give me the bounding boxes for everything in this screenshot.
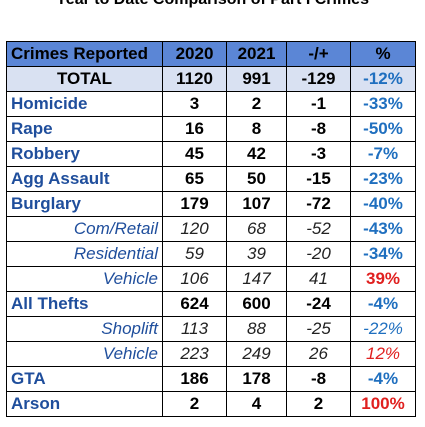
total-label: TOTAL <box>6 66 163 92</box>
table-row: Vehicle 223 249 26 12% <box>6 341 416 367</box>
row-2020: 106 <box>162 266 227 292</box>
row-pct: -22% <box>350 316 416 342</box>
total-2021: 991 <box>226 66 287 92</box>
header-2020: 2020 <box>162 41 227 67</box>
row-2020: 113 <box>162 316 227 342</box>
row-2021: 107 <box>226 191 287 217</box>
row-label: Shoplift <box>6 316 163 342</box>
table-row: Burglary 179 107 -72 -40% <box>6 191 416 217</box>
table-row: Shoplift 113 88 -25 -22% <box>6 316 416 342</box>
row-diff: 26 <box>286 341 351 367</box>
table-row: Arson 2 4 2 100% <box>6 391 416 417</box>
row-label: Homicide <box>6 91 163 117</box>
row-2020: 186 <box>162 366 227 392</box>
row-diff: -20 <box>286 241 351 267</box>
row-pct: 39% <box>350 266 416 292</box>
total-2020: 1120 <box>162 66 227 92</box>
row-2020: 16 <box>162 116 227 142</box>
row-diff: -3 <box>286 141 351 167</box>
row-2020: 59 <box>162 241 227 267</box>
table-row: Vehicle 106 147 41 39% <box>6 266 416 292</box>
row-2020: 45 <box>162 141 227 167</box>
row-diff: -8 <box>286 116 351 142</box>
row-2021: 249 <box>226 341 287 367</box>
crime-comparison-table: Crimes Reported 2020 2021 -/+ % TOTAL 11… <box>6 41 416 417</box>
row-diff: -52 <box>286 216 351 242</box>
row-2021: 68 <box>226 216 287 242</box>
row-2021: 2 <box>226 91 287 117</box>
row-diff: 2 <box>286 391 351 417</box>
table-row: GTA 186 178 -8 -4% <box>6 366 416 392</box>
row-pct: -50% <box>350 116 416 142</box>
row-2020: 2 <box>162 391 227 417</box>
table-row: Homicide 3 2 -1 -33% <box>6 91 416 117</box>
row-diff: -1 <box>286 91 351 117</box>
total-row: TOTAL 1120 991 -129 -12% <box>6 66 416 92</box>
row-2020: 65 <box>162 166 227 192</box>
row-2020: 3 <box>162 91 227 117</box>
row-label: Agg Assault <box>6 166 163 192</box>
table-row: Agg Assault 65 50 -15 -23% <box>6 166 416 192</box>
total-pct: -12% <box>350 66 416 92</box>
table-header-row: Crimes Reported 2020 2021 -/+ % <box>6 41 416 67</box>
row-pct: -7% <box>350 141 416 167</box>
row-label: Rape <box>6 116 163 142</box>
row-diff: -8 <box>286 366 351 392</box>
row-pct: -40% <box>350 191 416 217</box>
row-2020: 223 <box>162 341 227 367</box>
row-label: Robbery <box>6 141 163 167</box>
table-row: Residential 59 39 -20 -34% <box>6 241 416 267</box>
row-label: GTA <box>6 366 163 392</box>
table-row: Robbery 45 42 -3 -7% <box>6 141 416 167</box>
row-2020: 624 <box>162 291 227 317</box>
row-pct: 12% <box>350 341 416 367</box>
row-2021: 50 <box>226 166 287 192</box>
row-pct: -4% <box>350 291 416 317</box>
table-row: All Thefts 624 600 -24 -4% <box>6 291 416 317</box>
row-2021: 147 <box>226 266 287 292</box>
row-2021: 39 <box>226 241 287 267</box>
row-2021: 42 <box>226 141 287 167</box>
row-diff: -24 <box>286 291 351 317</box>
header-2021: 2021 <box>226 41 287 67</box>
row-diff: -25 <box>286 316 351 342</box>
header-crimes-reported: Crimes Reported <box>6 41 163 67</box>
row-pct: 100% <box>350 391 416 417</box>
row-2021: 4 <box>226 391 287 417</box>
row-label: Vehicle <box>6 341 163 367</box>
row-label: Arson <box>6 391 163 417</box>
row-label: All Thefts <box>6 291 163 317</box>
row-pct: -33% <box>350 91 416 117</box>
table-row: Rape 16 8 -8 -50% <box>6 116 416 142</box>
total-diff: -129 <box>286 66 351 92</box>
row-2020: 179 <box>162 191 227 217</box>
row-diff: -72 <box>286 191 351 217</box>
header-pct: % <box>350 41 416 67</box>
row-2021: 600 <box>226 291 287 317</box>
row-pct: -23% <box>350 166 416 192</box>
row-2020: 120 <box>162 216 227 242</box>
row-diff: 41 <box>286 266 351 292</box>
row-diff: -15 <box>286 166 351 192</box>
report-title: Year to Date Comparison of Part I Crimes <box>0 0 425 9</box>
table-row: Com/Retail 120 68 -52 -43% <box>6 216 416 242</box>
row-2021: 8 <box>226 116 287 142</box>
row-pct: -34% <box>350 241 416 267</box>
row-pct: -43% <box>350 216 416 242</box>
row-2021: 178 <box>226 366 287 392</box>
row-label: Vehicle <box>6 266 163 292</box>
row-pct: -4% <box>350 366 416 392</box>
header-diff: -/+ <box>286 41 351 67</box>
row-2021: 88 <box>226 316 287 342</box>
row-label: Residential <box>6 241 163 267</box>
row-label: Com/Retail <box>6 216 163 242</box>
row-label: Burglary <box>6 191 163 217</box>
